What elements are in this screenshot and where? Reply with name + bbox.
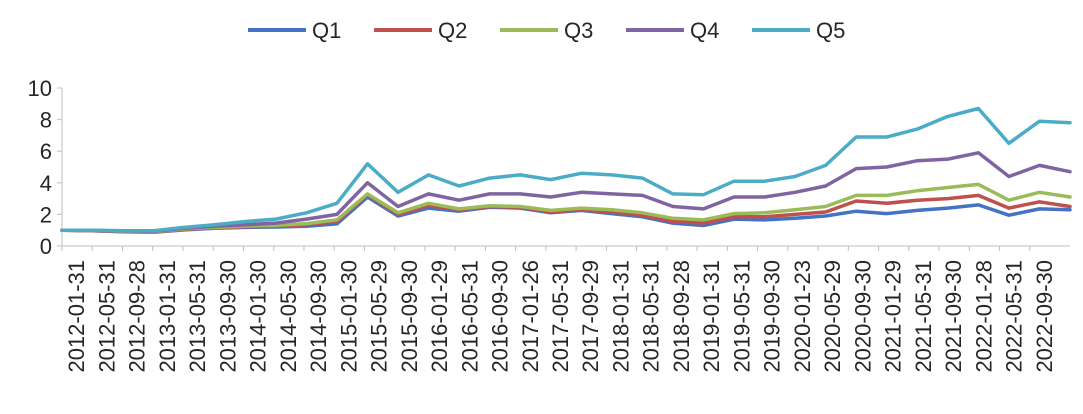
x-tick-label: 2014-05-30: [276, 260, 301, 373]
x-tick-label: 2015-01-30: [336, 260, 361, 373]
y-tick-label: 8: [40, 108, 52, 133]
x-tick-label: 2020-01-23: [790, 260, 815, 373]
x-tick-label: 2019-09-30: [760, 260, 785, 373]
x-tick-label: 2013-01-31: [155, 260, 180, 373]
x-tick-label: 2020-09-30: [850, 260, 875, 373]
series-line-q5: [60, 106, 1072, 233]
x-tick-label: 2018-01-31: [608, 260, 633, 373]
legend-label-q4: Q4: [690, 18, 719, 43]
legend-label-q1: Q1: [312, 18, 341, 43]
x-tick-label: 2016-01-29: [427, 260, 452, 373]
x-tick-label: 2022-05-31: [1002, 260, 1027, 373]
x-axis: 2012-01-31 2012-05-31 2012-09-28 2013-01-31…: [61, 245, 1070, 373]
legend-label-q2: Q2: [438, 18, 467, 43]
legend: Q1 Q2 Q3 Q4 Q5: [248, 18, 845, 43]
x-tick-label: 2013-05-31: [185, 260, 210, 373]
x-tick-label: 2022-09-30: [1032, 260, 1057, 373]
x-tick-label: 2014-01-30: [246, 260, 271, 373]
x-tick-label: 2019-05-31: [729, 260, 754, 373]
plot-area: [60, 106, 1072, 235]
x-tick-label: 2018-05-31: [639, 260, 664, 373]
y-tick-label: 10: [28, 76, 52, 101]
x-tick-label: 2017-01-26: [518, 260, 543, 373]
x-tick-label: 2015-05-29: [367, 260, 392, 373]
x-tick-label: 2016-09-30: [488, 260, 513, 373]
y-tick-label: 6: [40, 139, 52, 164]
y-tick-label: 2: [40, 202, 52, 227]
x-tick-label: 2015-09-30: [397, 260, 422, 373]
x-tick-label: 2012-01-31: [64, 260, 89, 373]
x-tick-label: 2020-05-29: [820, 260, 845, 373]
legend-label-q5: Q5: [816, 18, 845, 43]
y-axis: 0 2 4 6 8 10: [28, 76, 63, 259]
x-tick-label: 2021-05-31: [911, 260, 936, 373]
series-line-q4: [60, 151, 1072, 234]
x-tick-label: 2014-09-30: [306, 260, 331, 373]
x-tick-label: 2012-05-31: [94, 260, 119, 373]
x-tick-label: 2017-09-29: [578, 260, 603, 373]
x-tick-label: 2022-01-28: [971, 260, 996, 373]
x-tick-label: 2018-09-28: [669, 260, 694, 373]
x-tick-label: 2012-09-28: [125, 260, 150, 373]
y-tick-label: 0: [40, 234, 52, 259]
x-tick-label: 2019-01-31: [699, 260, 724, 373]
x-tick-label: 2017-05-31: [548, 260, 573, 373]
x-tick-label: 2016-05-31: [457, 260, 482, 373]
x-tick-label: 2021-09-30: [941, 260, 966, 373]
x-tick-label: 2021-01-29: [881, 260, 906, 373]
legend-label-q3: Q3: [564, 18, 593, 43]
y-tick-label: 4: [40, 171, 52, 196]
x-tick-label: 2013-09-30: [215, 260, 240, 373]
